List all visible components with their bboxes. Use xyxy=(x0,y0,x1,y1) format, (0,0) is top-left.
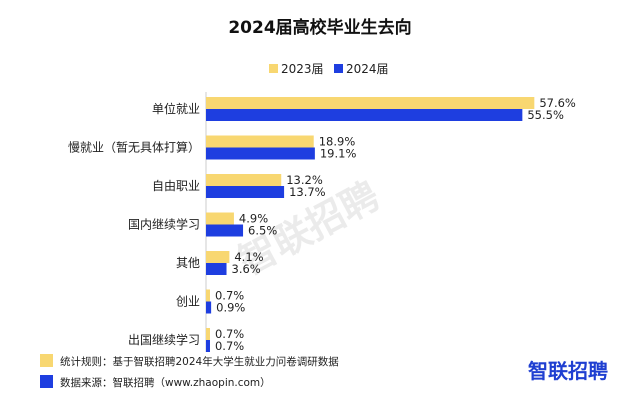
footer-note-swatch xyxy=(40,354,53,367)
category-label: 其他 xyxy=(176,256,200,270)
bar-2023 xyxy=(206,174,282,186)
value-label-2023: 0.7% xyxy=(215,327,244,341)
bar-2024 xyxy=(206,147,315,160)
value-label-2024: 0.7% xyxy=(215,339,244,353)
bar-2024 xyxy=(206,109,523,121)
footer-source: 数据来源：智联招聘（www.zhaopin.com） xyxy=(60,376,271,389)
footer-source-swatch xyxy=(40,375,53,388)
bar-2024 xyxy=(206,301,212,314)
category-label: 自由职业 xyxy=(152,179,200,193)
bar-2023 xyxy=(206,97,535,109)
bar-2023 xyxy=(206,212,234,225)
bar-2023 xyxy=(206,135,314,148)
category-label: 创业 xyxy=(176,295,200,309)
legend-swatch-2024 xyxy=(334,64,343,73)
category-label: 国内继续学习 xyxy=(128,217,200,232)
chart-title: 2024届高校毕业生去向 xyxy=(228,17,411,38)
value-label-2024: 0.9% xyxy=(216,301,245,315)
value-label-2024: 13.7% xyxy=(289,185,326,199)
bar-2023 xyxy=(206,328,210,340)
value-label-2023: 0.7% xyxy=(215,289,244,303)
footer: 统计规则：基于智联招聘2024年大学生就业力问卷调研数据 数据来源：智联招聘（w… xyxy=(40,354,339,389)
legend-label-2023: 2023届 xyxy=(281,62,324,76)
brand-logo: 智联招聘 xyxy=(528,359,608,383)
value-label-2023: 57.6% xyxy=(539,96,576,110)
value-label-2024: 6.5% xyxy=(248,224,277,238)
bar-2023 xyxy=(206,251,230,263)
value-label-2023: 13.2% xyxy=(286,173,323,187)
category-label: 单位就业 xyxy=(152,101,200,116)
value-label-2023: 18.9% xyxy=(319,135,356,149)
bar-2023 xyxy=(206,289,210,302)
bar-2024 xyxy=(206,263,227,275)
value-label-2023: 4.9% xyxy=(239,212,268,226)
legend-label-2024: 2024届 xyxy=(346,62,389,76)
footer-note: 统计规则：基于智联招聘2024年大学生就业力问卷调研数据 xyxy=(60,355,339,368)
legend-swatch-2023 xyxy=(269,64,278,73)
value-label-2024: 55.5% xyxy=(527,108,564,122)
bar-2024 xyxy=(206,186,285,198)
value-label-2023: 4.1% xyxy=(234,250,263,264)
category-label: 慢就业（暂无具体打算） xyxy=(68,140,200,155)
value-label-2024: 19.1% xyxy=(320,147,357,161)
bar-2024 xyxy=(206,340,210,352)
value-label-2024: 3.6% xyxy=(232,262,261,276)
bars-layer: 单位就业 57.6%55.5% 慢就业（暂无具体打算） 18.9%19.1% 自由职业 1… xyxy=(68,96,576,353)
legend: 2023届 2024届 xyxy=(269,62,389,76)
bar-2024 xyxy=(206,224,244,237)
category-label: 出国继续学习 xyxy=(128,332,200,347)
